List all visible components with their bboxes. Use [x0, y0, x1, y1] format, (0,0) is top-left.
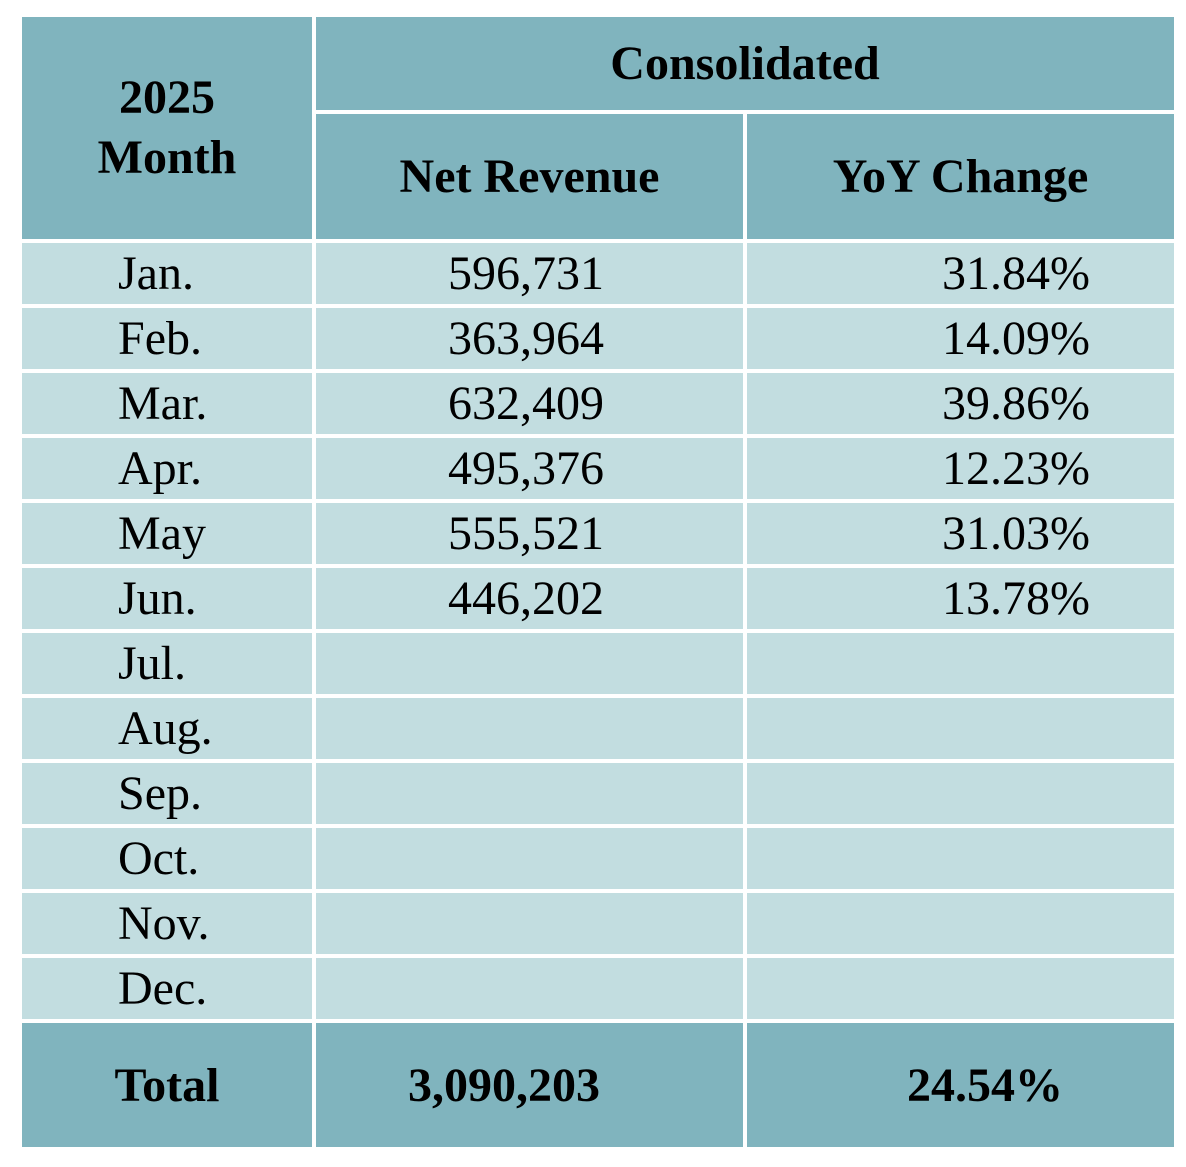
table-row: Jun. 446,202 13.78% — [18, 564, 1178, 633]
net-revenue-cell — [312, 824, 747, 893]
yoy-change-cell: 31.03% — [743, 499, 1178, 568]
yoy-change-header: YoY Change — [743, 110, 1178, 243]
month-cell: Apr. — [18, 434, 316, 503]
net-revenue-cell — [312, 759, 747, 828]
net-revenue-cell: 596,731 — [312, 239, 747, 308]
table-row: Nov. — [18, 889, 1178, 958]
net-revenue-cell — [312, 694, 747, 763]
month-cell: Oct. — [18, 824, 316, 893]
month-cell: Feb. — [18, 304, 316, 373]
table-row: May 555,521 31.03% — [18, 499, 1178, 568]
month-cell: Jan. — [18, 239, 316, 308]
month-cell: Jun. — [18, 564, 316, 633]
net-revenue-cell: 446,202 — [312, 564, 747, 633]
table-row: Feb. 363,964 14.09% — [18, 304, 1178, 373]
header-row-sub: Net Revenue YoY Change — [20, 110, 1178, 243]
table-row: Sep. — [18, 759, 1178, 828]
net-revenue-cell: 632,409 — [312, 369, 747, 438]
yoy-change-cell — [743, 824, 1178, 893]
table-row: Oct. — [18, 824, 1178, 893]
month-column-label: Month — [97, 131, 237, 184]
yoy-change-cell — [743, 694, 1178, 763]
month-cell: Nov. — [18, 889, 316, 958]
net-revenue-cell — [312, 954, 747, 1023]
total-yoy-change: 24.54% — [743, 1019, 1178, 1151]
month-cell: Aug. — [18, 694, 316, 763]
month-cell: Dec. — [18, 954, 316, 1023]
yoy-change-cell — [743, 954, 1178, 1023]
table-row: Aug. — [18, 694, 1178, 763]
month-cell: Jul. — [18, 629, 316, 698]
monthly-revenue-table: 2025 Month Consolidated Net Revenue YoY … — [18, 13, 1178, 1151]
yoy-change-cell — [743, 629, 1178, 698]
year-label: 2025 — [119, 71, 215, 124]
net-revenue-cell: 555,521 — [312, 499, 747, 568]
net-revenue-cell: 495,376 — [312, 434, 747, 503]
month-cell: Mar. — [18, 369, 316, 438]
table-row: Apr. 495,376 12.23% — [18, 434, 1178, 503]
net-revenue-cell — [312, 629, 747, 698]
table-row: Mar. 632,409 39.86% — [18, 369, 1178, 438]
table-row: Dec. — [18, 954, 1178, 1023]
net-revenue-header: Net Revenue — [312, 110, 747, 243]
yoy-change-cell: 13.78% — [743, 564, 1178, 633]
net-revenue-cell — [312, 889, 747, 958]
table-body: Jan. 596,731 31.84% Feb. 363,964 14.09% Mar. 63… — [18, 239, 1178, 1023]
header-row-top: 2025 Month Consolidated — [18, 13, 1178, 243]
yoy-change-cell: 39.86% — [743, 369, 1178, 438]
yoy-change-cell — [743, 759, 1178, 828]
yoy-change-cell: 14.09% — [743, 304, 1178, 373]
total-net-revenue: 3,090,203 — [312, 1019, 747, 1151]
table-row: Jan. 596,731 31.84% — [18, 239, 1178, 308]
yoy-change-cell — [743, 889, 1178, 958]
total-row: Total 3,090,203 24.54% — [18, 1019, 1178, 1151]
net-revenue-cell: 363,964 — [312, 304, 747, 373]
table-row: Jul. — [18, 629, 1178, 698]
month-header-cell: 2025 Month — [18, 13, 316, 243]
month-cell: Sep. — [18, 759, 316, 828]
consolidated-header: Consolidated — [312, 13, 1178, 114]
total-label: Total — [18, 1019, 316, 1151]
yoy-change-cell: 31.84% — [743, 239, 1178, 308]
month-cell: May — [18, 499, 316, 568]
yoy-change-cell: 12.23% — [743, 434, 1178, 503]
